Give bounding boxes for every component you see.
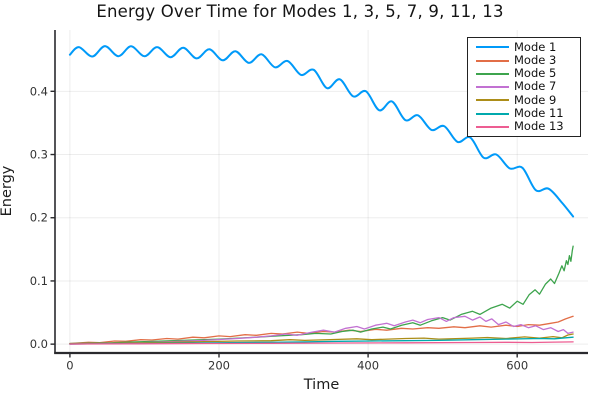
legend-line-swatch xyxy=(476,99,509,102)
legend-label: Mode 9 xyxy=(514,92,557,107)
series-line-mode-1 xyxy=(68,45,575,218)
chart-title: Energy Over Time for Modes 1, 3, 5, 7, 9… xyxy=(96,2,504,21)
legend-line-swatch xyxy=(476,46,509,49)
legend-entry-mode-9: Mode 9 xyxy=(468,94,580,106)
legend-label: Mode 3 xyxy=(514,52,557,67)
legend-label: Mode 1 xyxy=(514,39,557,54)
x-tick-label: 600 xyxy=(506,359,528,373)
legend-entry-mode-11: Mode 11 xyxy=(468,105,580,120)
series-line-mode-5 xyxy=(69,245,574,345)
series-line-mode-11 xyxy=(69,336,574,345)
x-tick-label: 400 xyxy=(357,359,379,373)
y-tick-label: 0.1 xyxy=(30,274,48,288)
legend-line-swatch xyxy=(476,72,509,75)
legend-line-swatch xyxy=(476,59,509,62)
legend-label: Mode 11 xyxy=(514,105,564,120)
y-tick-label: 0.2 xyxy=(30,211,48,225)
legend: Mode 1 Mode 3 Mode 5 Mode 7 Mode 9 Mode 11 Mod… xyxy=(467,37,581,137)
series-line-mode-9 xyxy=(69,333,574,345)
x-tick-label: 200 xyxy=(208,359,230,373)
legend-line-swatch xyxy=(476,86,509,88)
legend-entry-mode-5: Mode 5 xyxy=(468,66,580,80)
legend-entry-mode-13: Mode 13 xyxy=(468,119,580,133)
legend-entry-mode-3: Mode 3 xyxy=(468,52,580,67)
x-tick-label: 0 xyxy=(66,359,73,373)
legend-entry-mode-7: Mode 7 xyxy=(468,81,580,93)
legend-line-swatch xyxy=(476,125,509,128)
y-tick-label: 0.4 xyxy=(30,84,48,98)
x-axis-label: Time xyxy=(303,377,340,393)
legend-entry-mode-1: Mode 1 xyxy=(468,41,580,53)
y-tick-label: 0.3 xyxy=(30,148,48,162)
y-tick-label: 0.0 xyxy=(30,337,48,351)
series-line-mode-13 xyxy=(69,341,574,345)
legend-label: Mode 13 xyxy=(514,119,564,133)
series-line-mode-7 xyxy=(69,315,574,345)
legend-label: Mode 5 xyxy=(514,66,557,80)
legend-line-swatch xyxy=(476,112,509,115)
legend-label: Mode 7 xyxy=(514,79,557,94)
